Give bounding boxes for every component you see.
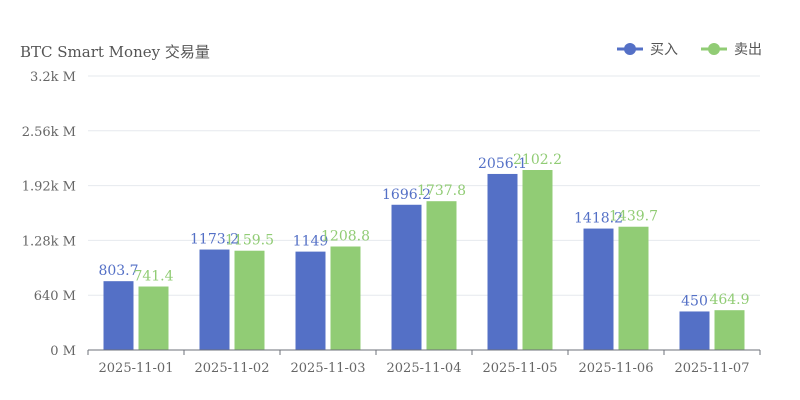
y-tick-label: 3.2k M (30, 70, 76, 85)
data-label-sell: 2102.2 (513, 152, 562, 168)
x-tick-label: 2025-11-07 (675, 361, 750, 376)
data-labels: 803.7 1173.2 1149 1696.2 2056.1 1418.2 450 741.… (98, 152, 749, 309)
bar-buy (679, 311, 710, 350)
y-axis-ticks: 0 M 640 M 1.28k M 1.92k M 2.56k M 3.2k M (22, 70, 76, 359)
legend-sell-marker (708, 43, 720, 55)
bar-buy (487, 173, 518, 350)
data-label-buy: 1173.2 (190, 232, 239, 248)
x-tick-label: 2025-11-01 (99, 361, 174, 376)
x-tick-label: 2025-11-03 (291, 361, 366, 376)
y-tick-label: 2.56k M (22, 125, 76, 140)
bar-buy (391, 204, 422, 350)
bar-sell (522, 169, 553, 350)
data-label-buy: 2056.1 (478, 156, 527, 172)
bar-buy (103, 281, 134, 350)
data-label-sell: 741.4 (133, 269, 173, 285)
data-label-sell: 1439.7 (609, 209, 658, 225)
y-tick-label: 1.28k M (22, 234, 76, 249)
x-tick-label: 2025-11-04 (387, 361, 462, 376)
data-label-buy: 803.7 (98, 263, 138, 279)
bar-sell (714, 310, 745, 350)
data-label-buy: 1696.2 (382, 187, 431, 203)
chart-title: BTC Smart Money 交易量 (20, 43, 210, 61)
bar-sell (618, 226, 649, 350)
bars (103, 169, 745, 350)
bar-buy (295, 251, 326, 350)
y-tick-label: 640 M (34, 289, 76, 304)
bar-sell (138, 286, 169, 350)
data-label-sell: 464.9 (709, 292, 749, 308)
bar-buy (583, 228, 614, 350)
legend-item-sell[interactable]: 卖出 (701, 42, 762, 58)
legend-buy-marker (624, 43, 636, 55)
legend-item-buy[interactable]: 买入 (617, 42, 678, 58)
data-label-sell: 1159.5 (225, 233, 274, 249)
legend-sell-label: 卖出 (734, 42, 762, 58)
data-label-buy: 1149 (293, 234, 329, 250)
bar-sell (234, 250, 265, 350)
legend-buy-label: 买入 (650, 42, 678, 58)
data-label-buy: 450 (681, 293, 708, 309)
y-tick-label: 1.92k M (22, 180, 76, 195)
bar-buy (199, 249, 230, 350)
x-tick-label: 2025-11-02 (195, 361, 270, 376)
data-label-sell: 1208.8 (321, 228, 370, 244)
data-label-buy: 1418.2 (574, 211, 623, 227)
bar-sell (426, 201, 457, 350)
data-label-sell: 1737.8 (417, 183, 466, 199)
bar-sell (330, 246, 361, 350)
y-tick-label: 0 M (50, 344, 76, 359)
x-tick-label: 2025-11-06 (579, 361, 654, 376)
legend: 买入 卖出 (617, 42, 762, 58)
x-axis: 2025-11-01 2025-11-02 2025-11-03 2025-11-04… (87, 349, 761, 376)
x-tick-label: 2025-11-05 (483, 361, 558, 376)
